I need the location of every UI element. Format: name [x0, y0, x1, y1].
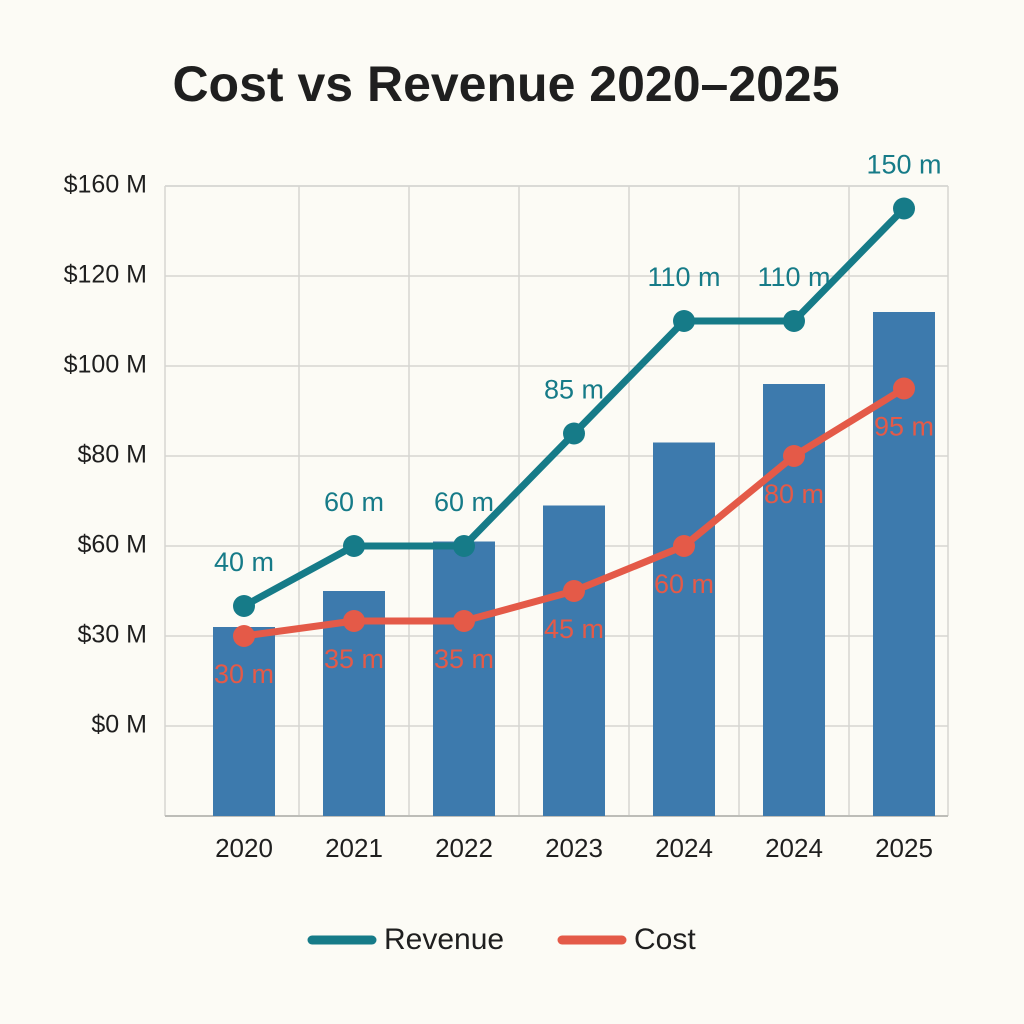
x-tick-label: 2024 [655, 833, 713, 863]
data-label: 60 m [434, 487, 494, 517]
y-tick-label: $100 M [64, 351, 147, 379]
bar [543, 505, 605, 816]
y-tick-label: $30 M [78, 621, 147, 649]
point [343, 535, 365, 557]
point [563, 580, 585, 602]
y-tick-label: $60 M [78, 531, 147, 559]
point [673, 310, 695, 332]
x-tick-label: 2020 [215, 833, 273, 863]
data-label: 60 m [654, 569, 714, 599]
data-label: 110 m [647, 262, 720, 292]
point [233, 595, 255, 617]
data-label: 85 m [544, 375, 604, 405]
point [673, 535, 695, 557]
x-tick-label: 2022 [435, 833, 493, 863]
data-label: 40 m [214, 547, 274, 577]
point [893, 377, 915, 400]
point [453, 610, 475, 632]
x-tick-label: 2021 [325, 833, 383, 863]
data-label: 95 m [874, 412, 934, 442]
data-label: 35 m [324, 644, 384, 674]
bar [433, 541, 495, 816]
y-tick-label: $80 M [78, 441, 147, 469]
y-tick-label: $160 M [64, 171, 147, 199]
data-label: 60 m [324, 487, 384, 517]
data-label: 150 m [866, 150, 941, 180]
legend-label: Revenue [384, 923, 504, 956]
point [453, 535, 475, 557]
y-tick-label: $0 M [91, 711, 147, 739]
data-label: 45 m [544, 614, 604, 644]
point [233, 625, 255, 647]
y-tick-label: $120 M [64, 261, 147, 289]
point [893, 197, 915, 220]
bar [653, 442, 715, 816]
point [783, 445, 805, 467]
point [783, 310, 805, 332]
chart-title: Cost vs Revenue 2020–2025 [172, 56, 839, 112]
data-label: 110 m [757, 262, 830, 292]
x-tick-label: 2025 [875, 833, 933, 863]
bar [213, 627, 275, 816]
data-label: 35 m [434, 644, 494, 674]
x-tick-label: 2024 [765, 833, 823, 863]
point [563, 422, 585, 445]
point [343, 610, 365, 632]
x-tick-label: 2023 [545, 833, 603, 863]
data-label: 80 m [764, 479, 824, 509]
data-label: 30 m [214, 659, 274, 689]
legend-label: Cost [634, 923, 696, 956]
